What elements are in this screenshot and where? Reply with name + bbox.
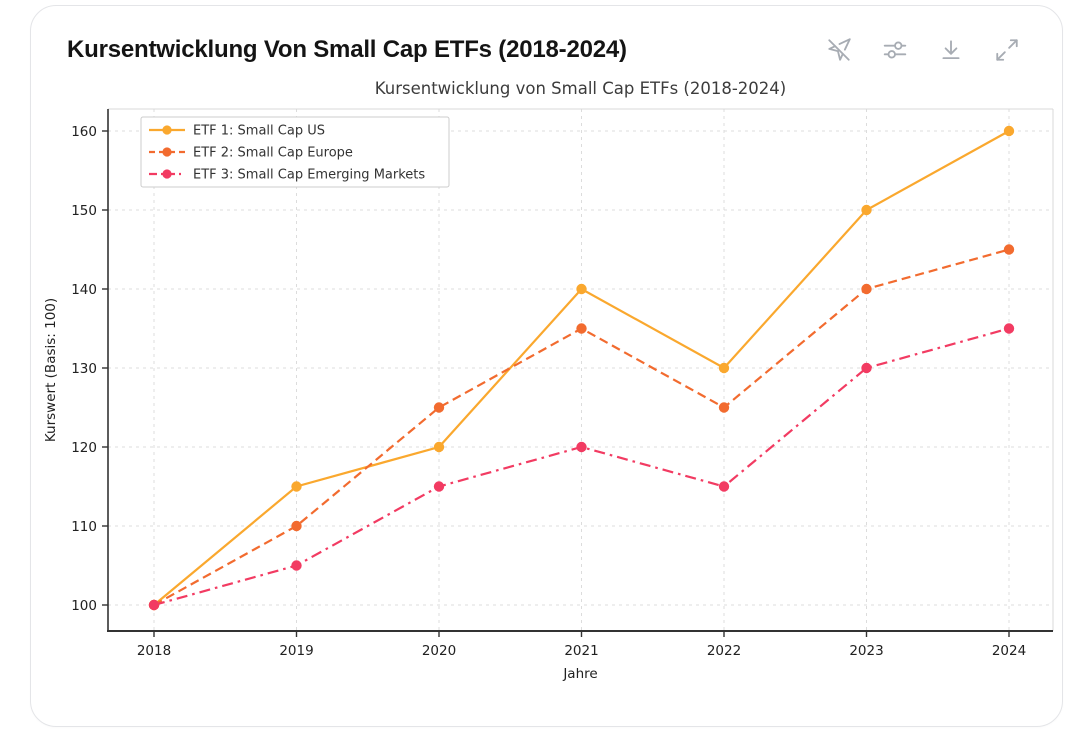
svg-text:100: 100 <box>71 598 97 614</box>
svg-text:2020: 2020 <box>422 643 456 659</box>
svg-text:120: 120 <box>71 440 97 456</box>
chart-toolbar <box>826 37 1020 63</box>
card-header: Kursentwicklung Von Small Cap ETFs (2018… <box>31 6 1062 64</box>
svg-text:160: 160 <box>71 124 97 140</box>
svg-text:140: 140 <box>71 282 97 298</box>
expand-icon[interactable] <box>994 37 1020 63</box>
chart: 100 110 120 130 140 150 160 2018 2019 2020 2021 202… <box>31 66 1062 694</box>
line-chart-svg[interactable]: 100 110 120 130 140 150 160 2018 2019 2020 2021 202… <box>31 66 1062 694</box>
cursor-off-icon[interactable] <box>826 37 852 63</box>
svg-text:ETF 2: Small Cap Europe: ETF 2: Small Cap Europe <box>193 146 353 161</box>
sliders-icon[interactable] <box>882 37 908 63</box>
svg-text:2022: 2022 <box>707 643 741 659</box>
svg-text:2021: 2021 <box>564 643 598 659</box>
svg-text:2018: 2018 <box>137 643 171 659</box>
download-icon[interactable] <box>938 37 964 63</box>
svg-text:ETF 3: Small Cap Emerging Mark: ETF 3: Small Cap Emerging Markets <box>193 168 425 183</box>
svg-text:Kurswert (Basis: 100): Kurswert (Basis: 100) <box>43 298 59 442</box>
svg-text:130: 130 <box>71 361 97 377</box>
svg-text:150: 150 <box>71 203 97 219</box>
svg-text:Jahre: Jahre <box>562 666 597 682</box>
page-title: Kursentwicklung Von Small Cap ETFs (2018… <box>67 36 627 63</box>
chart-card: Kursentwicklung Von Small Cap ETFs (2018… <box>30 5 1063 727</box>
svg-text:2024: 2024 <box>992 643 1026 659</box>
svg-text:110: 110 <box>71 519 97 535</box>
svg-text:ETF 1: Small Cap US: ETF 1: Small Cap US <box>193 124 325 139</box>
svg-text:2019: 2019 <box>279 643 313 659</box>
svg-text:2023: 2023 <box>849 643 883 659</box>
svg-text:Kursentwicklung von Small Cap: Kursentwicklung von Small Cap ETFs (2018… <box>375 79 786 98</box>
